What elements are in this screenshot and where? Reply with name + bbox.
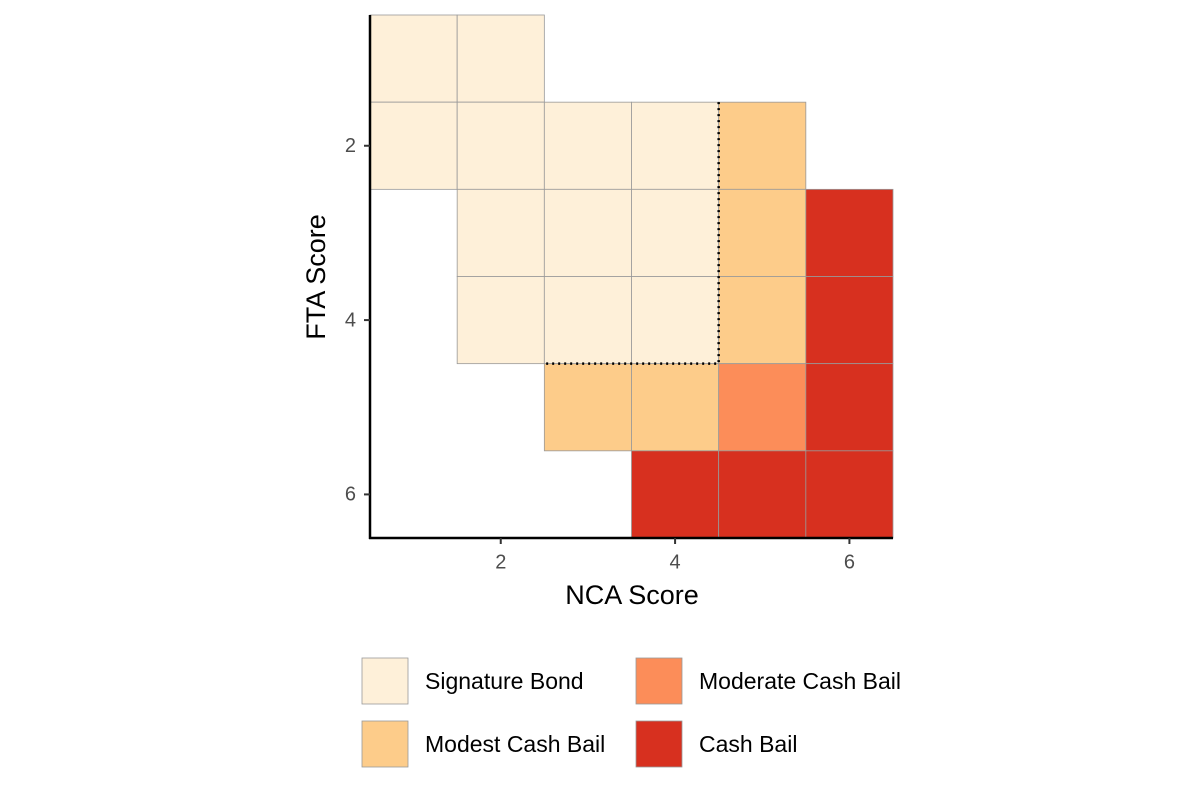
legend-label: Modest Cash Bail — [425, 731, 605, 757]
legend-label: Cash Bail — [699, 731, 797, 757]
cell — [718, 276, 807, 365]
cell — [543, 276, 632, 365]
cell — [543, 188, 632, 277]
x-tick-label: 2 — [495, 551, 506, 573]
cell — [805, 450, 894, 539]
legend-label: Moderate Cash Bail — [699, 668, 901, 694]
x-tick-label: 6 — [844, 551, 855, 573]
cell — [805, 188, 894, 277]
cell — [631, 363, 720, 452]
cell — [369, 101, 458, 190]
cell — [543, 363, 632, 452]
y-tick-label: 6 — [345, 484, 356, 506]
cell — [718, 101, 807, 190]
cell — [543, 101, 632, 190]
y-tick-label: 2 — [345, 135, 356, 157]
cell — [369, 14, 458, 103]
cell — [631, 450, 720, 539]
cell — [456, 188, 545, 277]
cell — [456, 101, 545, 190]
y-axis-title: FTA Score — [301, 214, 331, 340]
legend-label: Signature Bond — [425, 668, 584, 694]
legend-swatch — [361, 720, 409, 768]
x-tick-label: 4 — [670, 551, 681, 573]
legend-swatch — [635, 657, 683, 705]
cell — [631, 101, 720, 190]
cell — [718, 363, 807, 452]
cell — [631, 188, 720, 277]
cell — [805, 363, 894, 452]
cell — [456, 276, 545, 365]
cell — [631, 276, 720, 365]
cell — [718, 188, 807, 277]
x-axis-title: NCA Score — [565, 580, 699, 610]
cell — [718, 450, 807, 539]
cell — [805, 276, 894, 365]
y-tick-label: 4 — [345, 309, 356, 331]
cell — [456, 14, 545, 103]
legend-swatch — [361, 657, 409, 705]
legend-swatch — [635, 720, 683, 768]
